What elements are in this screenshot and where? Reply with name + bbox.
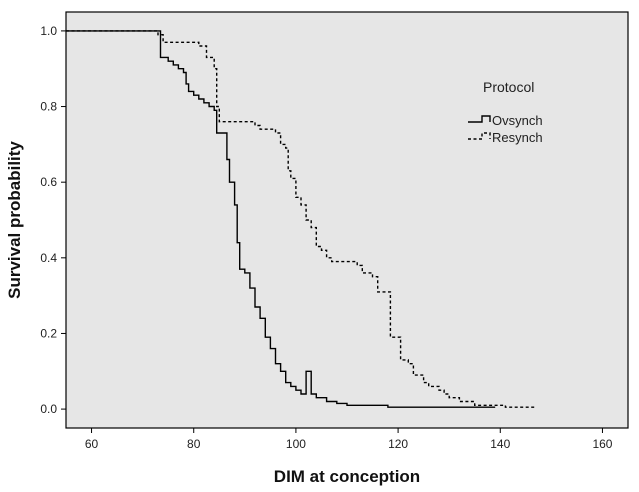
axis-ticks: 60 80 100 120 140 160 0.0 0.2 0.4 0.6 0.8 1.0 <box>40 24 612 451</box>
legend-label-resynch: Resynch <box>492 130 543 145</box>
y-tick-label: 1.0 <box>40 24 57 38</box>
x-axis-title: DIM at conception <box>274 467 420 486</box>
legend-swatch-resynch <box>468 132 491 140</box>
plot-background <box>66 12 628 428</box>
legend-swatch-ovsynch <box>468 115 491 123</box>
y-tick-label: 0.8 <box>40 100 57 114</box>
plot-frame <box>65 11 629 429</box>
series-line-resynch <box>66 30 536 408</box>
x-tick-label: 120 <box>388 437 408 451</box>
series-line-ovsynch <box>66 30 496 408</box>
x-tick-label: 100 <box>286 437 306 451</box>
legend-title: Protocol <box>483 79 534 95</box>
x-tick-label: 160 <box>592 437 612 451</box>
x-tick-label: 140 <box>490 437 510 451</box>
y-tick-label: 0.4 <box>40 251 57 265</box>
y-tick-label: 0.2 <box>40 326 57 340</box>
x-tick-label: 80 <box>187 437 201 451</box>
y-tick-label: 0.6 <box>40 175 57 189</box>
legend-label-ovsynch: Ovsynch <box>492 113 543 128</box>
x-tick-label: 60 <box>85 437 99 451</box>
y-axis-title: Survival probability <box>5 141 24 299</box>
series-layer <box>66 30 536 408</box>
legend: Protocol Ovsynch Resynch <box>468 79 543 145</box>
y-tick-label: 0.0 <box>40 402 57 416</box>
